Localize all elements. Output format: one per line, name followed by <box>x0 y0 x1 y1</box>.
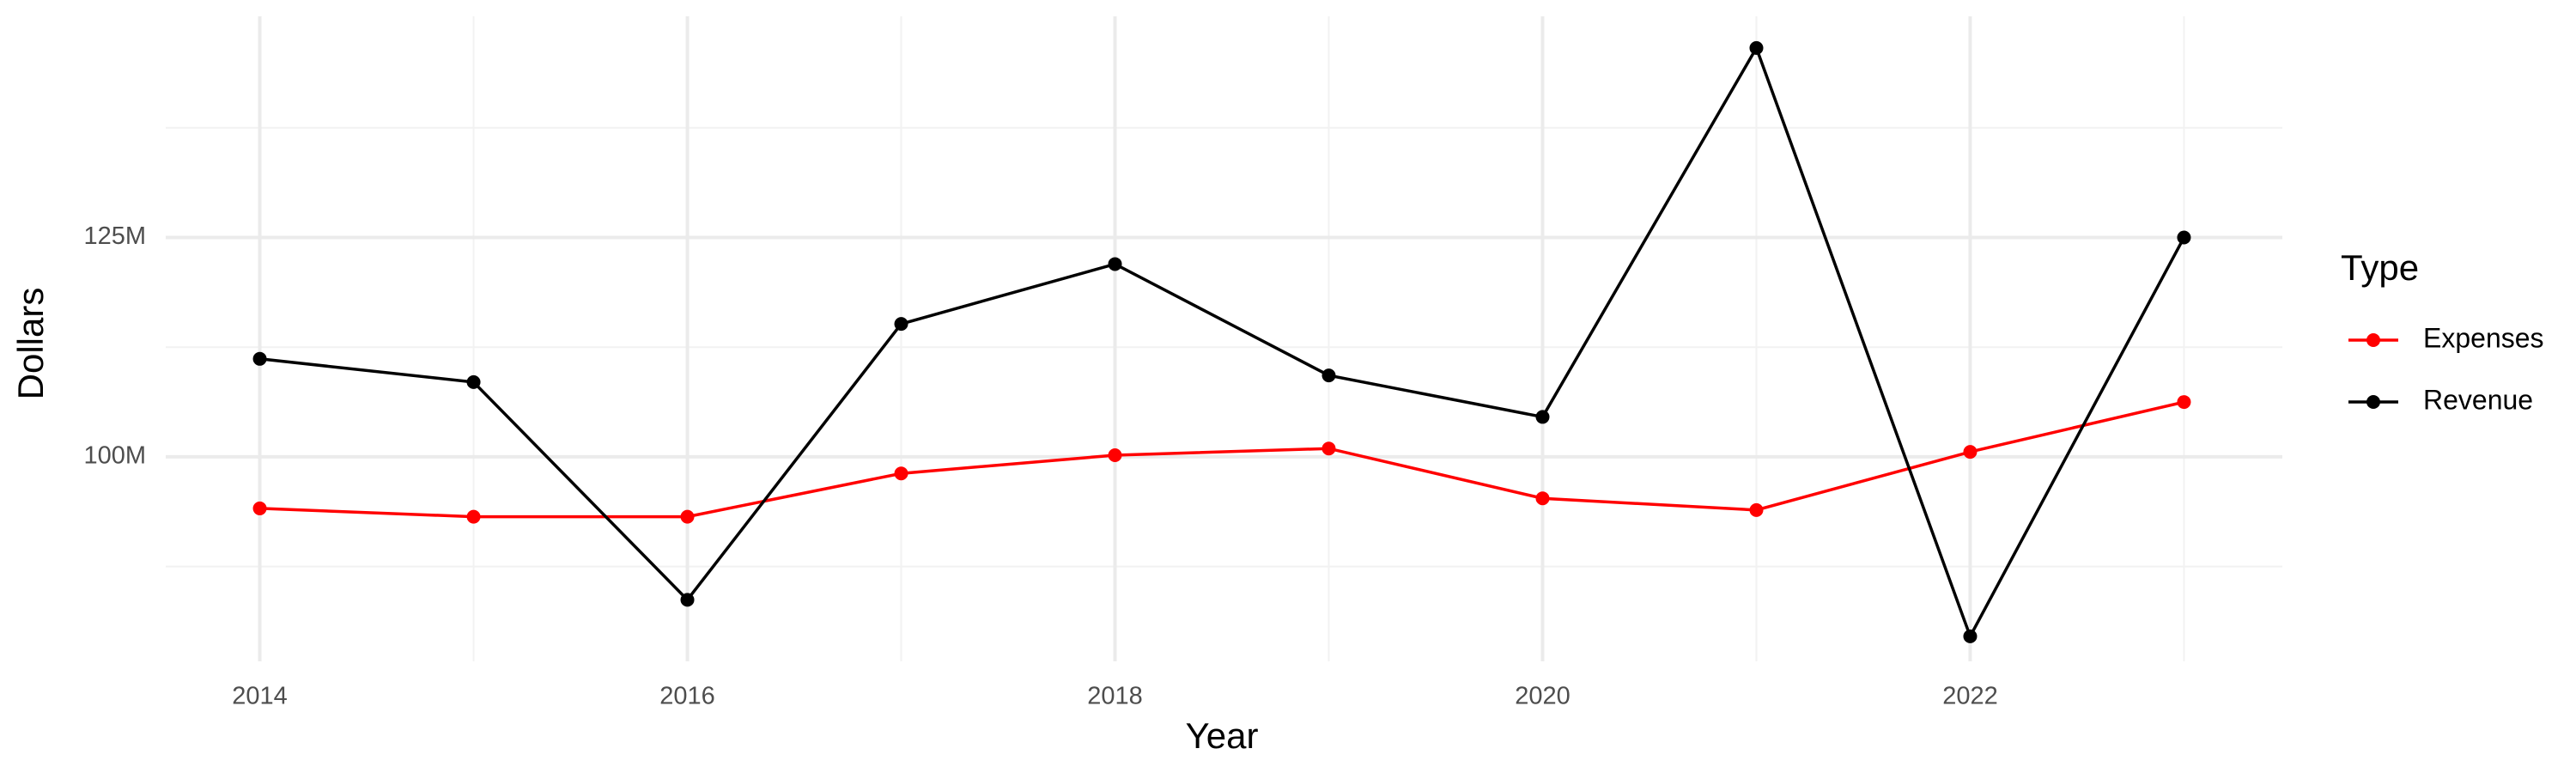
data-point <box>1535 491 1550 506</box>
data-point <box>1321 441 1336 456</box>
data-point <box>1535 410 1550 424</box>
y-tick-label: 100M <box>83 442 146 470</box>
legend-marker <box>2366 333 2380 347</box>
data-point <box>252 351 267 366</box>
x-tick-label: 2018 <box>1087 683 1143 710</box>
data-point <box>466 374 481 389</box>
y-axis-title: Dollars <box>10 288 51 400</box>
data-point <box>466 509 481 524</box>
data-point <box>252 501 267 515</box>
data-point <box>1108 257 1122 271</box>
x-tick-label: 2020 <box>1515 683 1571 710</box>
legend-title: Type <box>2341 247 2419 288</box>
data-point <box>1963 445 1978 460</box>
data-point <box>1321 368 1336 383</box>
series-line <box>259 400 2184 519</box>
y-tick-label: 125M <box>83 222 146 250</box>
data-point <box>894 466 908 481</box>
x-tick-label: 2014 <box>232 683 288 710</box>
data-point <box>680 509 695 524</box>
legend-marker <box>2366 395 2380 409</box>
data-point <box>2177 395 2191 410</box>
x-tick-label: 2022 <box>1942 683 1998 710</box>
series-line <box>259 44 2186 641</box>
x-axis-title: Year <box>1186 715 1259 756</box>
data-point <box>2177 230 2191 245</box>
data-point <box>1749 502 1764 517</box>
data-point <box>1749 40 1764 55</box>
data-point <box>680 593 695 607</box>
data-point <box>894 317 908 332</box>
data-point <box>1108 447 1122 462</box>
legend-label: Revenue <box>2423 384 2533 415</box>
x-tick-label: 2016 <box>659 683 715 710</box>
legend-label: Expenses <box>2423 322 2544 353</box>
data-point <box>1963 629 1978 643</box>
